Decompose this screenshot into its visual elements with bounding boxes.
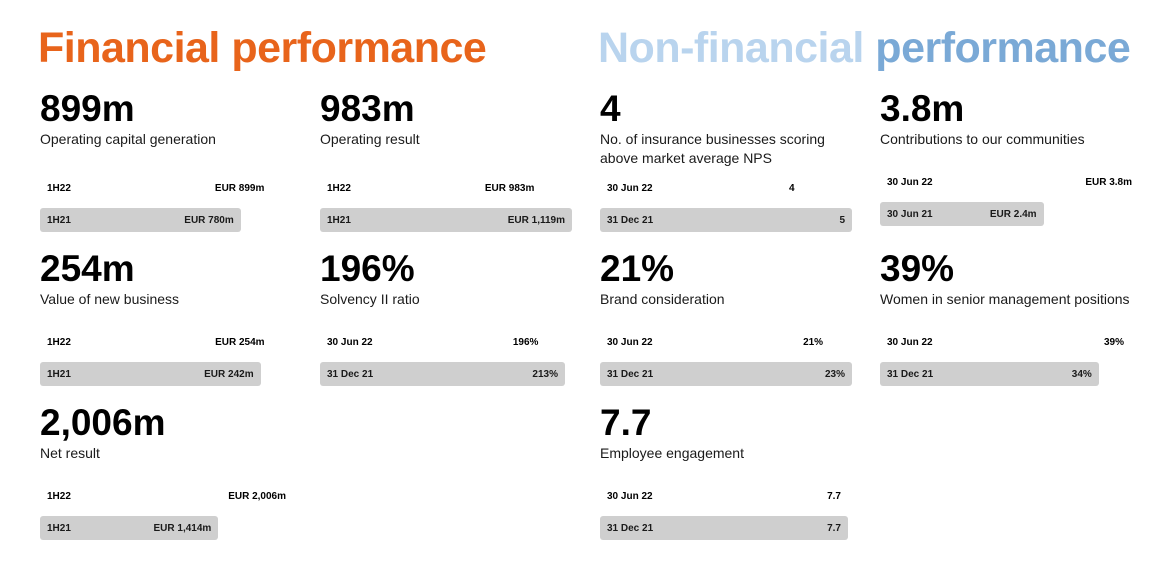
prior-period-bar: 1H21 EUR 1,119m xyxy=(320,208,572,232)
bar-period-label: 1H21 xyxy=(47,214,71,226)
bar-value-label: EUR 1,119m xyxy=(507,214,565,226)
nonfinancial-title-part2: performance xyxy=(875,24,1131,72)
bar-period-label: 31 Dec 21 xyxy=(607,368,654,380)
prior-period-bar: 31 Dec 21 5 xyxy=(600,208,852,232)
bar-period-label: 1H22 xyxy=(47,182,71,194)
bar-value-label: 34% xyxy=(1071,368,1092,380)
prior-period-bar: 1H21 EUR 1,414m xyxy=(40,516,219,540)
kpi-value: 39% xyxy=(880,248,955,289)
prior-period-bar: 31 Dec 21 23% xyxy=(600,362,852,386)
kpi-card-operating-result: 983m Operating result 1H22 EUR 983m 1H21 EUR … xyxy=(320,88,572,232)
bar-period-label: 30 Jun 21 xyxy=(887,208,933,220)
kpi-label: Value of new business xyxy=(40,291,180,307)
prior-period-bar: 1H21 EUR 242m xyxy=(40,362,261,386)
financial-performance-title: Financial performance xyxy=(38,24,487,72)
bar-value-label: 7.7 xyxy=(827,490,841,502)
kpi-card-no-of-insurance-businesses-scoring-above-market-average-nps: 4 No. of insurance businesses scoring abov… xyxy=(600,88,852,232)
kpi-label: Women in senior management positions xyxy=(880,291,1130,307)
bar-period-label: 30 Jun 22 xyxy=(327,336,373,348)
kpi-label: Brand consideration xyxy=(600,291,725,307)
prior-period-bar: 1H21 EUR 780m xyxy=(40,208,241,232)
current-period-bar: 1H22 EUR 2,006m xyxy=(40,484,293,508)
current-period-bar: 30 Jun 22 4 xyxy=(600,176,802,200)
bar-value-label: 39% xyxy=(1103,336,1124,348)
bar-period-label: 1H21 xyxy=(327,214,351,226)
bar-value-label: 7.7 xyxy=(827,522,841,534)
bar-period-label: 30 Jun 22 xyxy=(887,336,933,348)
kpi-card-operating-capital-generation: 899m Operating capital generation 1H22 EUR … xyxy=(40,88,264,232)
nonfinancial-title-part1: Non-financial xyxy=(598,24,864,72)
bar-period-label: 1H22 xyxy=(327,182,351,194)
kpi-value: 3.8m xyxy=(880,88,965,129)
bar-period-label: 31 Dec 21 xyxy=(607,214,654,226)
bar-value-label: EUR 2.4m xyxy=(989,208,1037,220)
bar-value-label: 21% xyxy=(803,336,824,348)
bar-period-label: 30 Jun 22 xyxy=(607,336,653,348)
current-period-bar: 30 Jun 22 39% xyxy=(880,330,1131,354)
bar-period-label: 1H22 xyxy=(47,490,71,502)
kpi-card-brand-consideration: 21% Brand consideration 30 Jun 22 21% 31 Dec… xyxy=(600,248,852,386)
kpi-value: 254m xyxy=(40,248,135,289)
bar-period-label: 30 Jun 22 xyxy=(607,490,653,502)
current-period-bar: 1H22 EUR 254m xyxy=(40,330,272,354)
prior-period-bar: 31 Dec 21 34% xyxy=(880,362,1099,386)
kpi-card-women-in-senior-management-positions: 39% Women in senior management positions 3… xyxy=(880,248,1130,386)
kpi-value: 899m xyxy=(40,88,135,129)
bar-value-label: EUR 983m xyxy=(484,182,535,194)
bar-period-label: 30 Jun 22 xyxy=(887,176,933,188)
kpi-value: 7.7 xyxy=(600,402,652,443)
bar-value-label: EUR 780m xyxy=(184,214,234,226)
bar-value-label: EUR 242m xyxy=(204,368,254,380)
kpi-label: Solvency II ratio xyxy=(320,291,420,307)
kpi-label: Contributions to our communities xyxy=(880,131,1085,147)
kpi-value: 196% xyxy=(320,248,415,289)
kpi-card-employee-engagement: 7.7 Employee engagement 30 Jun 22 7.7 31 Dec… xyxy=(600,402,848,540)
bar-value-label: 5 xyxy=(839,214,845,226)
kpi-value: 2,006m xyxy=(40,402,166,443)
nonfinancial-performance-title: Non-financial performance xyxy=(598,22,1131,74)
bar-value-label: EUR 899m xyxy=(214,182,265,194)
current-period-bar: 1H22 EUR 899m xyxy=(40,176,271,200)
kpi-label: Operating result xyxy=(320,131,420,147)
kpi-label: Operating capital generation xyxy=(40,131,216,147)
prior-period-bar: 31 Dec 21 213% xyxy=(320,362,565,386)
kpi-card-value-of-new-business: 254m Value of new business 1H22 EUR 254m 1H2… xyxy=(40,248,265,386)
current-period-bar: 30 Jun 22 196% xyxy=(320,330,545,354)
bar-value-label: 23% xyxy=(824,368,845,380)
kpi-label: Net result xyxy=(40,445,100,461)
kpi-label: No. of insurance businesses scoring above… xyxy=(600,131,825,166)
bar-period-label: 31 Dec 21 xyxy=(887,368,934,380)
kpi-card-solvency-ii-ratio: 196% Solvency II ratio 30 Jun 22 196% 31 Dec… xyxy=(320,248,565,386)
bar-period-label: 31 Dec 21 xyxy=(327,368,374,380)
prior-period-bar: 31 Dec 21 7.7 xyxy=(600,516,848,540)
current-period-bar: 30 Jun 22 EUR 3.8m xyxy=(880,170,1139,194)
current-period-bar: 30 Jun 22 7.7 xyxy=(600,484,848,508)
bar-period-label: 1H21 xyxy=(47,368,71,380)
kpi-value: 983m xyxy=(320,88,415,129)
bar-value-label: EUR 2,006m xyxy=(228,490,286,502)
bar-period-label: 1H21 xyxy=(47,522,71,534)
kpi-card-net-result: 2,006m Net result 1H22 EUR 2,006m 1H21 EUR 1,… xyxy=(40,402,286,540)
bar-value-label: 213% xyxy=(532,368,558,380)
bar-value-label: EUR 3.8m xyxy=(1085,176,1132,188)
bar-period-label: 1H22 xyxy=(47,336,71,348)
current-period-bar: 1H22 EUR 983m xyxy=(320,176,541,200)
current-period-bar: 30 Jun 22 21% xyxy=(600,330,830,354)
bar-value-label: 4 xyxy=(789,182,795,194)
bar-value-label: EUR 254m xyxy=(215,336,265,348)
kpi-card-contributions-to-our-communities: 3.8m Contributions to our communities 30 J… xyxy=(880,88,1132,226)
bar-period-label: 30 Jun 22 xyxy=(607,182,653,194)
kpi-label: Employee engagement xyxy=(600,445,744,461)
bar-period-label: 31 Dec 21 xyxy=(607,522,654,534)
bar-value-label: 196% xyxy=(512,336,539,348)
kpi-value: 21% xyxy=(600,248,675,289)
prior-period-bar: 30 Jun 21 EUR 2.4m xyxy=(880,202,1044,226)
bar-value-label: EUR 1,414m xyxy=(153,522,212,534)
kpi-value: 4 xyxy=(600,88,621,129)
